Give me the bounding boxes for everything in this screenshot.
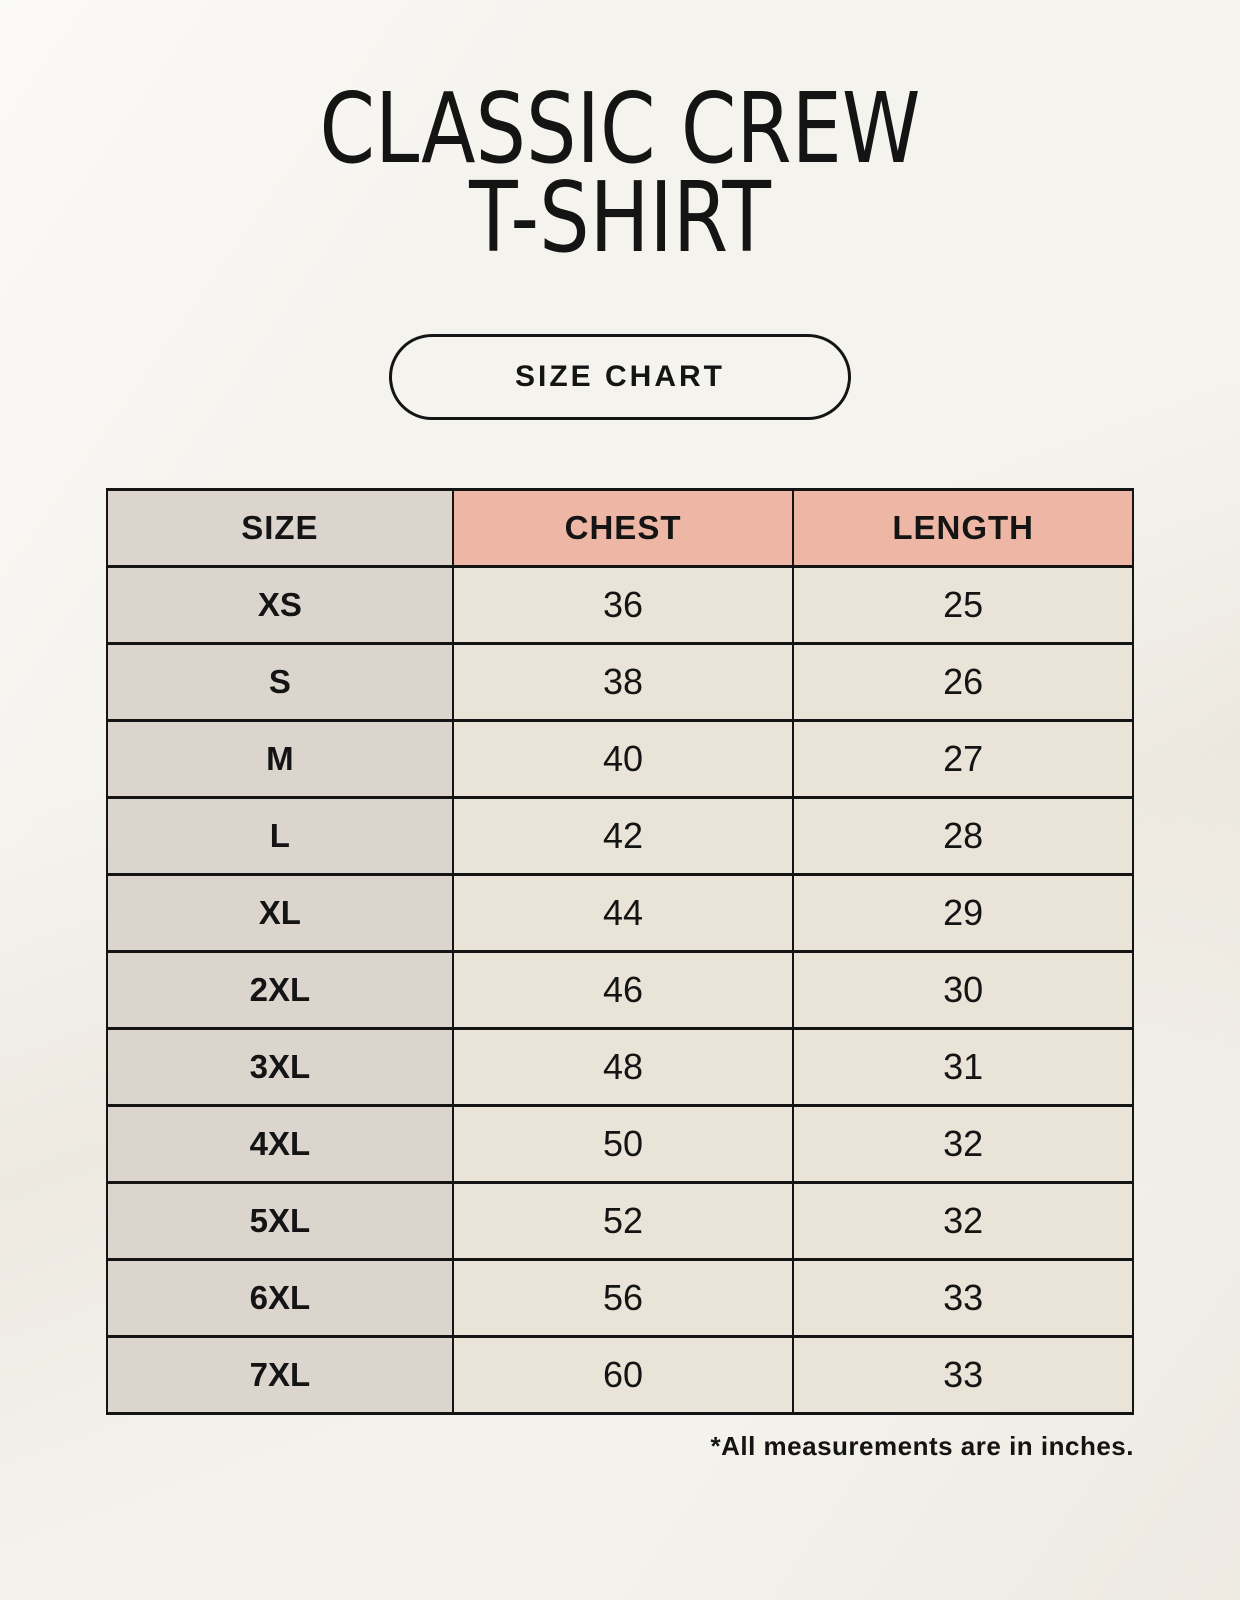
size-cell: XL	[106, 873, 454, 954]
chest-cell: 50	[451, 1104, 795, 1185]
size-cell: 6XL	[106, 1258, 454, 1339]
page-title: CLASSIC CREW T-SHIRT	[112, 0, 1129, 275]
chest-cell: 38	[451, 642, 795, 723]
length-cell: 32	[792, 1104, 1134, 1185]
size-cell: XS	[106, 565, 454, 646]
size-cell: M	[106, 719, 454, 800]
size-chart-header: SIZE CHEST LENGTH	[106, 488, 1134, 569]
column-header-size: SIZE	[106, 488, 454, 569]
table-row: 2XL 46 30	[106, 950, 1134, 1031]
chest-cell: 52	[451, 1181, 795, 1262]
column-header-chest: CHEST	[451, 488, 795, 569]
length-cell: 33	[792, 1258, 1134, 1339]
table-row: 7XL 60 33	[106, 1335, 1134, 1416]
size-chart-body: XS 36 25 S 38 26 M 40 27 L 42 28 XL 44 29 2XL 46 30 3XL 48 3…	[106, 565, 1134, 1416]
table-row: 3XL 48 31	[106, 1027, 1134, 1108]
chest-cell: 46	[451, 950, 795, 1031]
length-cell: 32	[792, 1181, 1134, 1262]
table-row: 6XL 56 33	[106, 1258, 1134, 1339]
page-title-line-2: T-SHIRT	[469, 161, 771, 275]
chest-cell: 44	[451, 873, 795, 954]
length-cell: 27	[792, 719, 1134, 800]
size-chart-table: SIZE CHEST LENGTH XS 36 25 S 38 26 M 40 27 L 42 28 X…	[106, 488, 1134, 1416]
length-cell: 31	[792, 1027, 1134, 1108]
chest-cell: 36	[451, 565, 795, 646]
column-header-length: LENGTH	[792, 488, 1134, 569]
size-cell: 5XL	[106, 1181, 454, 1262]
length-cell: 26	[792, 642, 1134, 723]
length-cell: 25	[792, 565, 1134, 646]
size-chart-badge: SIZE CHART	[389, 334, 851, 421]
size-cell: L	[106, 796, 454, 877]
chest-cell: 60	[451, 1335, 795, 1416]
size-cell: 7XL	[106, 1335, 454, 1416]
chest-cell: 42	[451, 796, 795, 877]
size-cell: S	[106, 642, 454, 723]
table-row: XL 44 29	[106, 873, 1134, 954]
table-row: XS 36 25	[106, 565, 1134, 646]
measurements-footnote: *All measurements are in inches.	[710, 1431, 1134, 1462]
size-cell: 2XL	[106, 950, 454, 1031]
table-row: 4XL 50 32	[106, 1104, 1134, 1185]
page-title-line-1: CLASSIC CREW	[319, 72, 921, 185]
table-row: S 38 26	[106, 642, 1134, 723]
table-row: M 40 27	[106, 719, 1134, 800]
length-cell: 30	[792, 950, 1134, 1031]
header-row: SIZE CHEST LENGTH	[106, 488, 1134, 569]
chest-cell: 40	[451, 719, 795, 800]
chest-cell: 48	[451, 1027, 795, 1108]
length-cell: 29	[792, 873, 1134, 954]
table-row: 5XL 52 32	[106, 1181, 1134, 1262]
size-cell: 4XL	[106, 1104, 454, 1185]
chest-cell: 56	[451, 1258, 795, 1339]
table-row: L 42 28	[106, 796, 1134, 877]
size-cell: 3XL	[106, 1027, 454, 1108]
size-chart-badge-label: SIZE CHART	[515, 360, 725, 394]
length-cell: 28	[792, 796, 1134, 877]
length-cell: 33	[792, 1335, 1134, 1416]
